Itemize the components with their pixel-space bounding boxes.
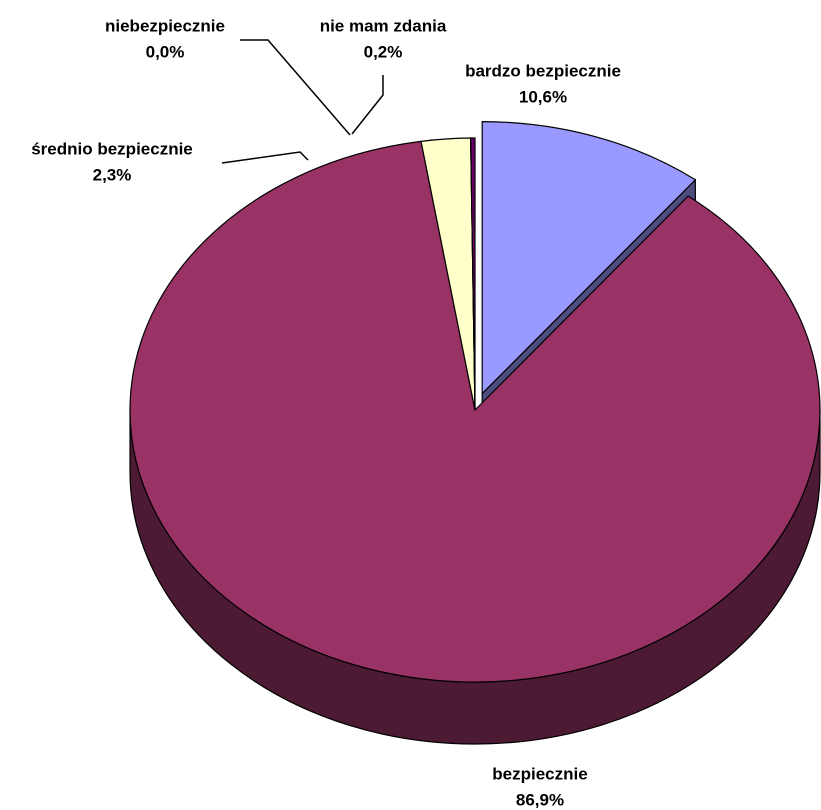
slice-label: średnio bezpiecznie bbox=[31, 139, 193, 158]
slice-value-label: 86,9% bbox=[516, 790, 564, 809]
slice-value-label: 10,6% bbox=[519, 87, 567, 106]
slice-value-label: 0,2% bbox=[364, 42, 403, 61]
slice-label: niebezpiecznie bbox=[105, 16, 225, 35]
slice-label: bezpiecznie bbox=[492, 764, 587, 783]
pie-tops bbox=[129, 121, 821, 683]
leader-line bbox=[240, 39, 351, 136]
leader-line bbox=[221, 151, 309, 164]
slice bbox=[470, 137, 476, 411]
slice-value-label: 2,3% bbox=[93, 165, 132, 184]
labels: bardzo bezpiecznie 10,6% bezpiecznie 86,9% ś… bbox=[31, 16, 621, 809]
slice-value-label: 0,0% bbox=[146, 42, 185, 61]
slice bbox=[481, 121, 697, 396]
leader-line bbox=[351, 75, 384, 135]
slice-label: nie mam zdania bbox=[320, 16, 447, 35]
slice-label: bardzo bezpiecznie bbox=[465, 61, 621, 80]
slice bbox=[129, 140, 821, 683]
